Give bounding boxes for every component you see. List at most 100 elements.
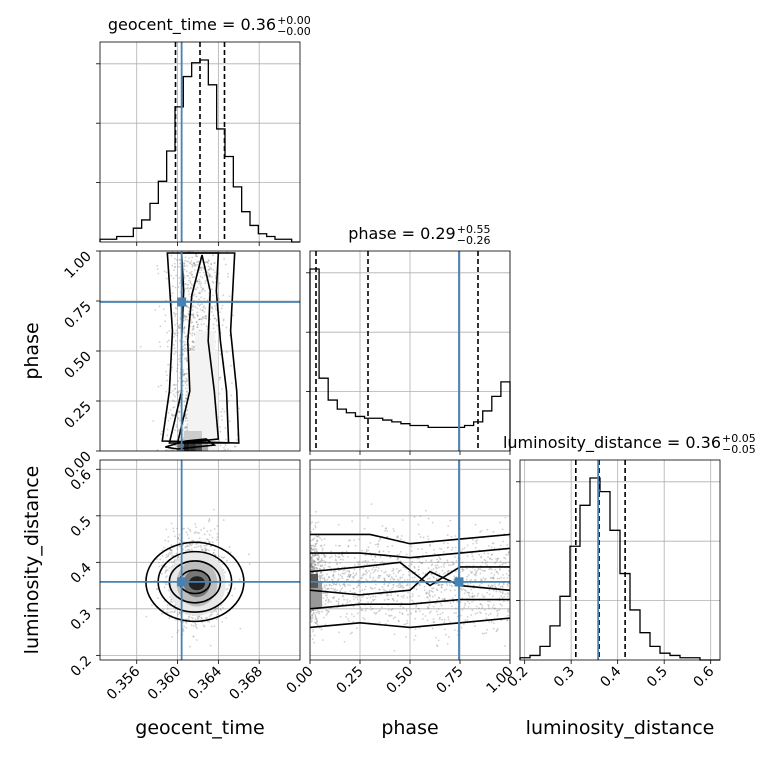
hist-bar [117,236,125,242]
hist-bar [419,426,428,451]
sample-point [377,575,380,577]
sample-point [191,616,193,619]
sample-point [320,571,322,573]
sample-point [345,612,348,615]
sample-point [383,583,386,586]
sample-point [438,583,441,586]
sample-point [207,538,210,541]
sample-point [320,576,323,578]
sample-point [312,538,315,541]
sample-point [178,611,181,614]
sample-point [194,625,197,628]
truth-marker [177,577,187,587]
sample-point [184,282,187,285]
sample-point [230,394,233,397]
sample-point [445,633,447,636]
sample-point [313,537,316,540]
sample-point [436,558,439,561]
sample-point [198,532,200,534]
sample-point [506,584,509,587]
sample-point [174,429,177,432]
sample-point [173,343,176,346]
sample-point [315,510,318,513]
sample-point [360,599,362,602]
sample-point [311,554,314,556]
sample-point [184,380,187,383]
sample-point [436,613,439,616]
sample-point [184,259,187,262]
sample-point [337,602,340,605]
sample-point [190,624,193,627]
sample-point [221,620,224,623]
sample-point [489,557,491,560]
hist-bar [600,492,610,660]
sample-point [218,439,220,442]
sample-point [165,583,168,586]
sample-point [502,574,504,576]
sample-point [441,569,444,572]
sample-point [175,445,178,448]
sample-point [331,579,334,581]
sample-point [402,606,405,609]
sample-point [191,329,194,331]
sample-point [176,631,179,634]
sample-point [310,522,312,525]
sample-point [387,575,390,578]
sample-point [340,588,343,591]
sample-point [493,583,496,586]
sample-point [206,548,208,551]
sample-point [496,629,499,632]
sample-point [455,559,458,562]
hist-bar [492,396,501,451]
sample-point [178,419,181,422]
sample-point [210,262,213,265]
sample-point [186,372,189,375]
sample-point [310,619,313,622]
sample-point [158,565,161,568]
sample-point [443,589,446,592]
sample-point [184,618,187,621]
sample-point [183,326,186,329]
sample-point [175,391,178,394]
sample-point [332,574,335,577]
sample-point [164,571,167,574]
sample-point [447,570,450,572]
sample-point [333,583,335,586]
sample-point [312,554,315,557]
sample-point [473,594,476,597]
sample-point [157,272,160,275]
sample-point [166,604,169,606]
sample-point [464,589,466,592]
hist-bar [365,418,374,451]
sample-point [487,552,489,555]
sample-point [465,578,468,581]
sample-point [218,297,221,300]
sample-point [337,600,340,603]
title-main: geocent_time = 0.36 [108,15,276,35]
sample-point [430,560,432,562]
sample-point [313,567,316,570]
sample-point [194,523,197,526]
sample-point [314,563,317,566]
sample-point [185,270,188,273]
sample-point [392,528,395,530]
sample-point [188,310,190,312]
sample-point [343,584,346,587]
sample-point [434,571,437,574]
sample-point [316,535,319,538]
sample-point [191,340,194,343]
sample-point [186,533,189,536]
sample-point [317,558,319,561]
sample-point [171,292,174,295]
sample-point [410,550,413,552]
sample-point [332,596,334,599]
sample-point [189,261,192,264]
sample-point [405,568,408,571]
sample-point [427,607,430,610]
sample-point [227,399,230,402]
sample-point [197,315,199,317]
sample-point [186,390,189,392]
sample-point [335,583,337,586]
sample-point [392,572,395,575]
sample-point [165,553,168,556]
